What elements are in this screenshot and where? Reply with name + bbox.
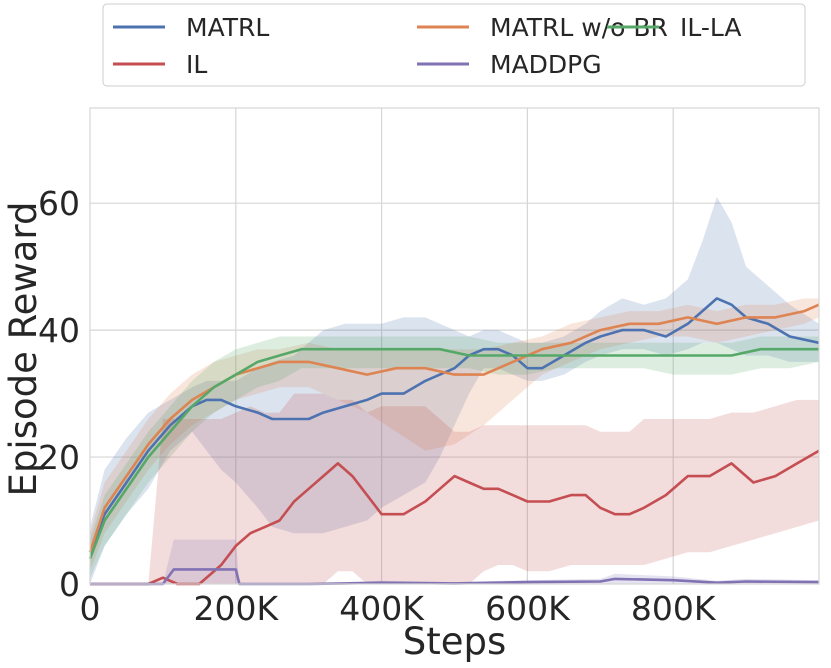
legend-label: IL-LA [680, 13, 742, 42]
y-tick-label: 60 [38, 184, 80, 223]
band-il [90, 393, 819, 584]
x-tick-label: 800K [631, 589, 717, 628]
x-tick-label: 200K [193, 589, 279, 628]
x-tick-labels: 0 200K 400K 600K 800K [80, 589, 717, 628]
x-tick-label: 600K [485, 589, 571, 628]
y-axis-label: Episode Reward [2, 202, 45, 497]
y-tick-label: 40 [38, 311, 80, 350]
y-tick-label: 0 [59, 565, 80, 604]
confidence-bands [90, 196, 819, 584]
legend-box [102, 3, 806, 87]
series-line-il [90, 449, 820, 586]
series-line-matrl-w-o-br [88, 303, 820, 553]
x-axis-label: Steps [403, 620, 507, 663]
band-il-la [90, 336, 819, 578]
x-tick-label: 0 [80, 589, 101, 628]
band-maddpg [90, 539, 819, 584]
x-tick-label: 400K [339, 589, 425, 628]
plot-frame [89, 107, 820, 585]
grid [90, 108, 819, 584]
band-matrl-w-o-br [90, 298, 819, 572]
legend-label: MATRL [186, 13, 269, 42]
legend-label: IL [186, 50, 207, 79]
series-line-maddpg [90, 568, 820, 586]
band-matrl [90, 196, 819, 584]
legend-label: MADDPG [490, 50, 602, 79]
series-line-il-la [88, 347, 819, 560]
y-tick-label: 20 [38, 438, 80, 477]
series-lines [88, 297, 820, 586]
y-tick-labels: 0 20 40 60 [38, 184, 80, 604]
